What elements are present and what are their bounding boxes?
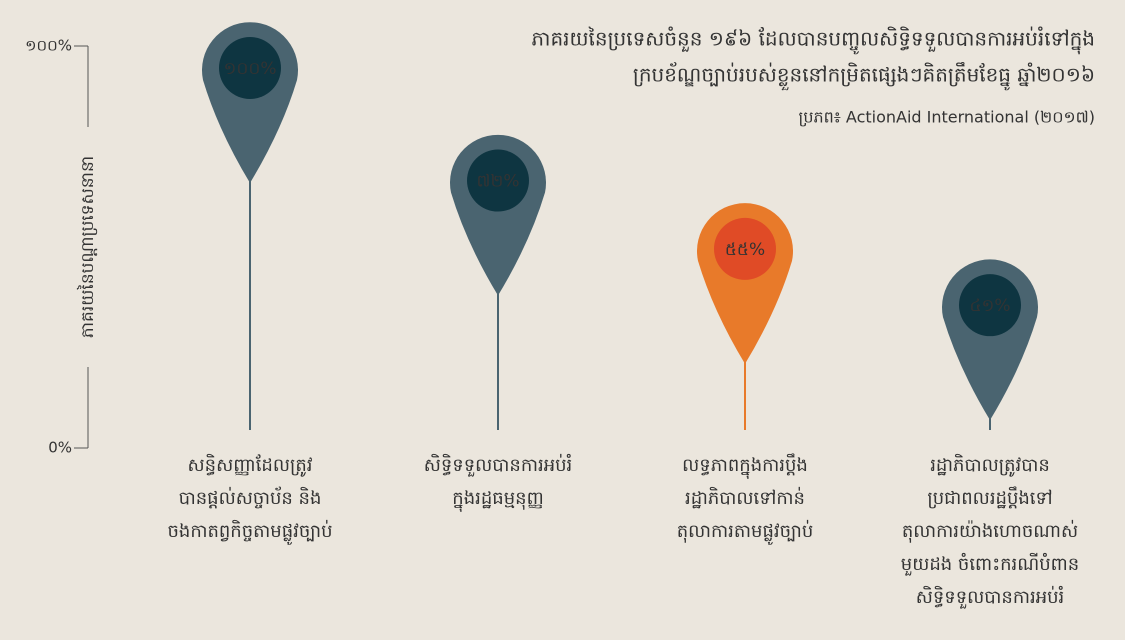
category-label: សិទ្ធិទទួលបានការអប់រំ xyxy=(916,585,1065,609)
category-label: បានផ្ដល់សច្ចាប័ន និង xyxy=(179,486,322,509)
category-label: មួយដង ចំពោះករណីបំពាន xyxy=(901,552,1079,576)
y-tick-label: 0% xyxy=(48,439,72,457)
category-label: សិទ្ធិទទួលបានការអប់រំ xyxy=(424,453,573,477)
value-label: ៧២% xyxy=(477,172,520,192)
value-label: ៤១% xyxy=(969,296,1010,316)
pin-center xyxy=(219,37,281,99)
value-label: ១០០% xyxy=(223,59,276,79)
y-tick-label: ១០០% xyxy=(25,37,72,55)
category-label: សន្ធិសញ្ញាដែលត្រូវ xyxy=(188,453,313,477)
pin-center xyxy=(959,274,1021,337)
y-axis-label: ភាគរយនៃបណ្ដាប្រទេសនានា xyxy=(76,156,98,338)
category-label: ប្រជាពលរដ្ឋប្ដឹងទៅ xyxy=(927,486,1052,509)
chart-title: ភាគរយនៃប្រទេសចំនួន ១៩៦ ដែលបានបញ្ចូលសិទ្ធ… xyxy=(531,26,1095,55)
category-label: លទ្ធភាពក្នុងការប្ដឹង xyxy=(682,453,808,479)
y-label-bg xyxy=(76,127,100,367)
value-label: ៥៥% xyxy=(725,240,765,260)
category-label: រដ្ឋាភិបាលត្រូវបាន xyxy=(930,453,1050,477)
category-label: តុលាការយ៉ាងហោចណាស់ xyxy=(902,519,1078,543)
category-label: តុលាការតាមផ្លូវច្បាប់ xyxy=(677,519,814,545)
pin-center xyxy=(714,217,776,280)
source: ប្រភព៖ ActionAid International (២០១៧) xyxy=(799,108,1095,127)
chart-title: ក្របខ័ណ្ឌច្បាប់របស់ខ្លួននៅកម្រិតផ្សេងៗគិ… xyxy=(633,62,1095,91)
category-label: ចងកាតព្វកិច្ចតាមផ្លូវច្បាប់ xyxy=(167,519,332,545)
category-label: រដ្ឋាភិបាលទៅកាន់ xyxy=(685,486,805,509)
category-label: ក្នុងរដ្ឋធម្មនុញ្ញ xyxy=(452,488,543,512)
pin-center xyxy=(467,149,529,212)
